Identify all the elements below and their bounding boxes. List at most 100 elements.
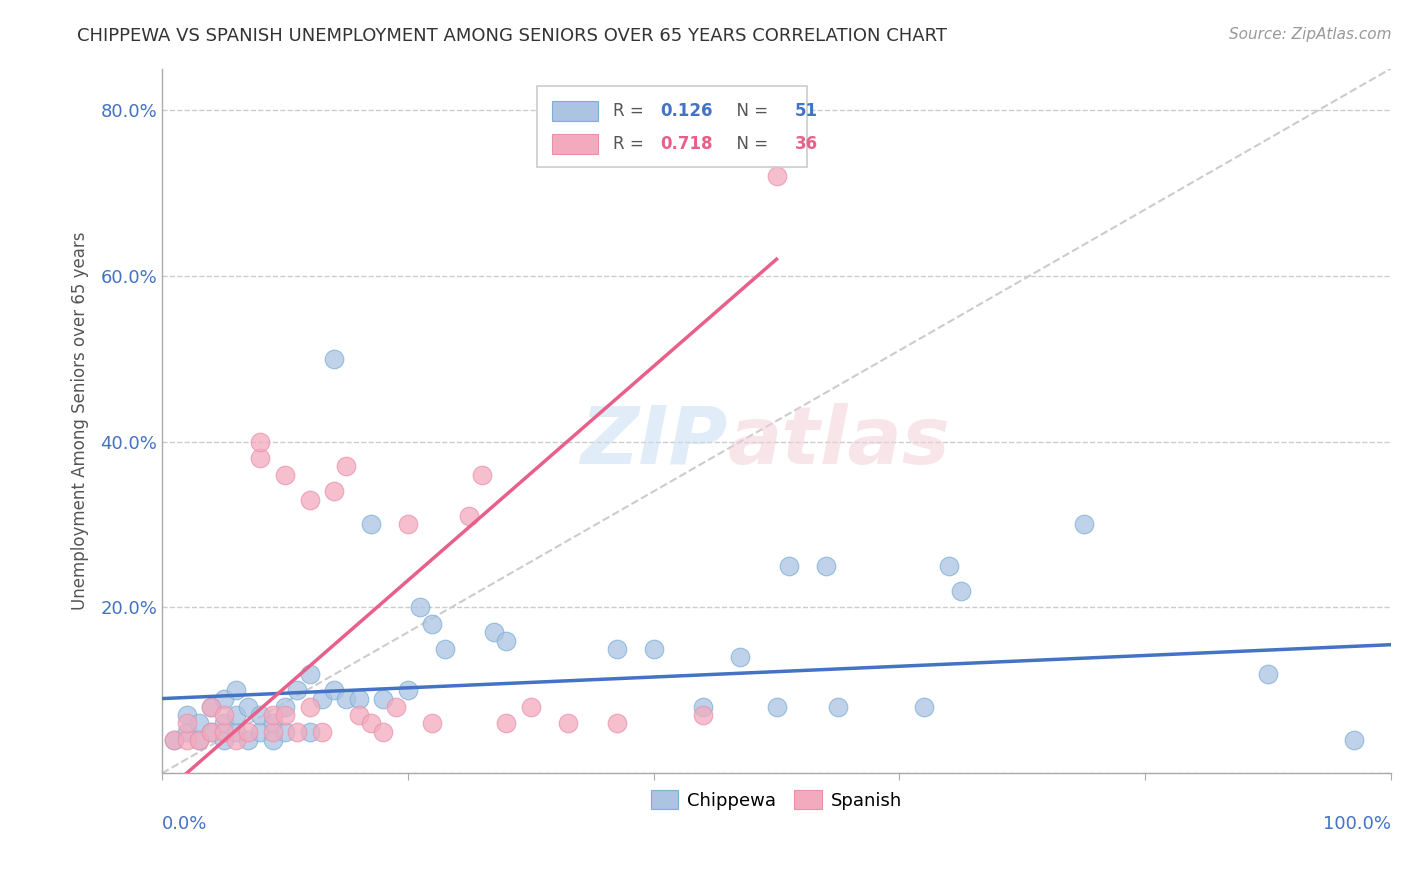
Point — [249, 434, 271, 449]
Point — [422, 716, 444, 731]
Point — [200, 699, 222, 714]
Point — [188, 733, 211, 747]
Point — [188, 733, 211, 747]
Point — [360, 716, 382, 731]
Point — [262, 724, 284, 739]
Point — [212, 691, 235, 706]
Text: ZIP: ZIP — [581, 403, 727, 481]
Text: atlas: atlas — [727, 403, 950, 481]
Text: CHIPPEWA VS SPANISH UNEMPLOYMENT AMONG SENIORS OVER 65 YEARS CORRELATION CHART: CHIPPEWA VS SPANISH UNEMPLOYMENT AMONG S… — [77, 27, 948, 45]
Legend: Chippewa, Spanish: Chippewa, Spanish — [644, 783, 910, 817]
Text: R =: R = — [613, 135, 650, 153]
Point — [323, 484, 346, 499]
Point — [557, 716, 579, 731]
Point — [200, 724, 222, 739]
Point — [409, 600, 432, 615]
Point — [298, 699, 321, 714]
Point — [274, 708, 297, 723]
Text: 36: 36 — [794, 135, 818, 153]
Point — [482, 625, 505, 640]
Point — [212, 724, 235, 739]
Point — [433, 641, 456, 656]
Point — [360, 517, 382, 532]
Point — [262, 716, 284, 731]
Point — [176, 733, 198, 747]
Point — [422, 617, 444, 632]
Point — [471, 467, 494, 482]
Point — [949, 583, 972, 598]
Point — [643, 641, 665, 656]
Point — [692, 708, 714, 723]
Point — [285, 683, 308, 698]
Point — [335, 459, 357, 474]
Point — [176, 724, 198, 739]
Text: N =: N = — [725, 102, 773, 120]
FancyBboxPatch shape — [537, 87, 807, 167]
Point — [225, 733, 247, 747]
Point — [519, 699, 541, 714]
Point — [1257, 666, 1279, 681]
Point — [373, 724, 395, 739]
Text: Source: ZipAtlas.com: Source: ZipAtlas.com — [1229, 27, 1392, 42]
Text: N =: N = — [725, 135, 773, 153]
Point — [347, 691, 370, 706]
Point — [188, 716, 211, 731]
Point — [323, 351, 346, 366]
Point — [495, 716, 517, 731]
Y-axis label: Unemployment Among Seniors over 65 years: Unemployment Among Seniors over 65 years — [72, 232, 89, 610]
Text: 0.126: 0.126 — [659, 102, 713, 120]
Point — [335, 691, 357, 706]
Point — [163, 733, 186, 747]
Point — [274, 724, 297, 739]
Point — [1343, 733, 1365, 747]
Text: 100.0%: 100.0% — [1323, 815, 1391, 833]
Point — [827, 699, 849, 714]
Point — [249, 451, 271, 466]
Point — [225, 683, 247, 698]
Point — [212, 708, 235, 723]
Point — [938, 558, 960, 573]
Point — [765, 169, 787, 184]
Point — [236, 733, 259, 747]
Point — [200, 699, 222, 714]
Point — [262, 708, 284, 723]
Text: 51: 51 — [794, 102, 818, 120]
Point — [728, 650, 751, 665]
Point — [274, 699, 297, 714]
Point — [311, 691, 333, 706]
Point — [236, 699, 259, 714]
Point — [606, 716, 628, 731]
Point — [396, 517, 419, 532]
Point — [912, 699, 935, 714]
Point — [249, 724, 271, 739]
Point — [200, 724, 222, 739]
Point — [236, 724, 259, 739]
Point — [249, 708, 271, 723]
Point — [225, 724, 247, 739]
FancyBboxPatch shape — [551, 134, 599, 153]
Point — [323, 683, 346, 698]
Point — [262, 733, 284, 747]
Text: 0.0%: 0.0% — [162, 815, 208, 833]
Point — [495, 633, 517, 648]
Text: R =: R = — [613, 102, 650, 120]
Point — [778, 558, 800, 573]
Point — [298, 666, 321, 681]
Point — [176, 708, 198, 723]
Point — [176, 716, 198, 731]
Point — [212, 716, 235, 731]
Point — [384, 699, 406, 714]
Point — [692, 699, 714, 714]
Point — [373, 691, 395, 706]
Point — [225, 708, 247, 723]
Point — [163, 733, 186, 747]
Point — [298, 724, 321, 739]
Point — [285, 724, 308, 739]
Point — [606, 641, 628, 656]
Point — [212, 733, 235, 747]
Point — [458, 509, 481, 524]
FancyBboxPatch shape — [551, 101, 599, 120]
Point — [298, 492, 321, 507]
Point — [274, 467, 297, 482]
Point — [765, 699, 787, 714]
